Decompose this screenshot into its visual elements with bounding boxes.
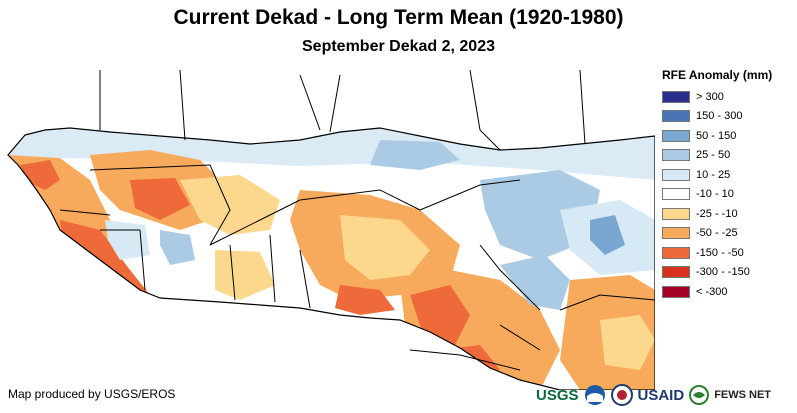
- legend-item: -25 - -10: [662, 204, 794, 224]
- fews-net-logo: FEWS NET: [714, 389, 772, 401]
- map-title: Current Dekad - Long Term Mean (1920-198…: [173, 6, 624, 29]
- legend-label: -50 - -25: [696, 227, 738, 240]
- legend-label: 25 - 50: [696, 149, 731, 162]
- rainfall-anomaly-map: [0, 70, 655, 390]
- noaa-logo-icon: [584, 385, 605, 405]
- legend-label: -300 - -150: [696, 266, 750, 279]
- legend-swatch: [662, 285, 690, 298]
- usgs-logo: USGS: [536, 386, 579, 404]
- legend-item: 25 - 50: [662, 146, 794, 166]
- map-subtitle: September Dekad 2, 2023: [302, 38, 495, 55]
- legend-swatch: [662, 168, 690, 181]
- legend-swatch: [662, 110, 690, 123]
- legend-label: < -300: [696, 285, 728, 298]
- legend-label: 10 - 25: [696, 168, 731, 181]
- legend-swatch: [662, 207, 690, 220]
- fews-net-globe-icon: [689, 385, 710, 405]
- dos-seal-icon: [610, 384, 633, 406]
- legend-swatch: [662, 90, 690, 103]
- legend-item: < -300: [662, 282, 794, 302]
- legend-item: 150 - 300: [662, 107, 794, 127]
- legend-item: -10 - 10: [662, 185, 794, 205]
- legend-label: -10 - 10: [696, 188, 734, 201]
- credit-text: Map produced by USGS/EROS: [8, 387, 176, 401]
- legend-swatch: [662, 227, 690, 240]
- legend-label: -150 - -50: [696, 246, 744, 259]
- legend-swatch: [662, 129, 690, 142]
- legend-item: > 300: [662, 87, 794, 107]
- legend-swatch: [662, 149, 690, 162]
- legend-item: -300 - -150: [662, 263, 794, 283]
- anomaly-layer: [8, 128, 655, 390]
- logo-bar: USGS USAID FEWS NET: [536, 380, 771, 410]
- usaid-logo: USAID: [637, 386, 685, 404]
- country-borders: [7, 70, 655, 390]
- legend-item: 10 - 25: [662, 165, 794, 185]
- legend-label: 150 - 300: [696, 110, 743, 123]
- legend-item: -150 - -50: [662, 243, 794, 263]
- legend-swatch: [662, 266, 690, 279]
- legend: RFE Anomaly (mm) > 300 150 - 300 50 - 150 2…: [662, 68, 794, 302]
- legend-item: -50 - -25: [662, 224, 794, 244]
- legend-label: 50 - 150: [696, 129, 737, 142]
- legend-label: > 300: [696, 90, 724, 103]
- legend-swatch: [662, 246, 690, 259]
- legend-swatch: [662, 188, 690, 201]
- legend-title: RFE Anomaly (mm): [662, 68, 773, 82]
- legend-item: 50 - 150: [662, 126, 794, 146]
- legend-label: -25 - -10: [696, 207, 738, 220]
